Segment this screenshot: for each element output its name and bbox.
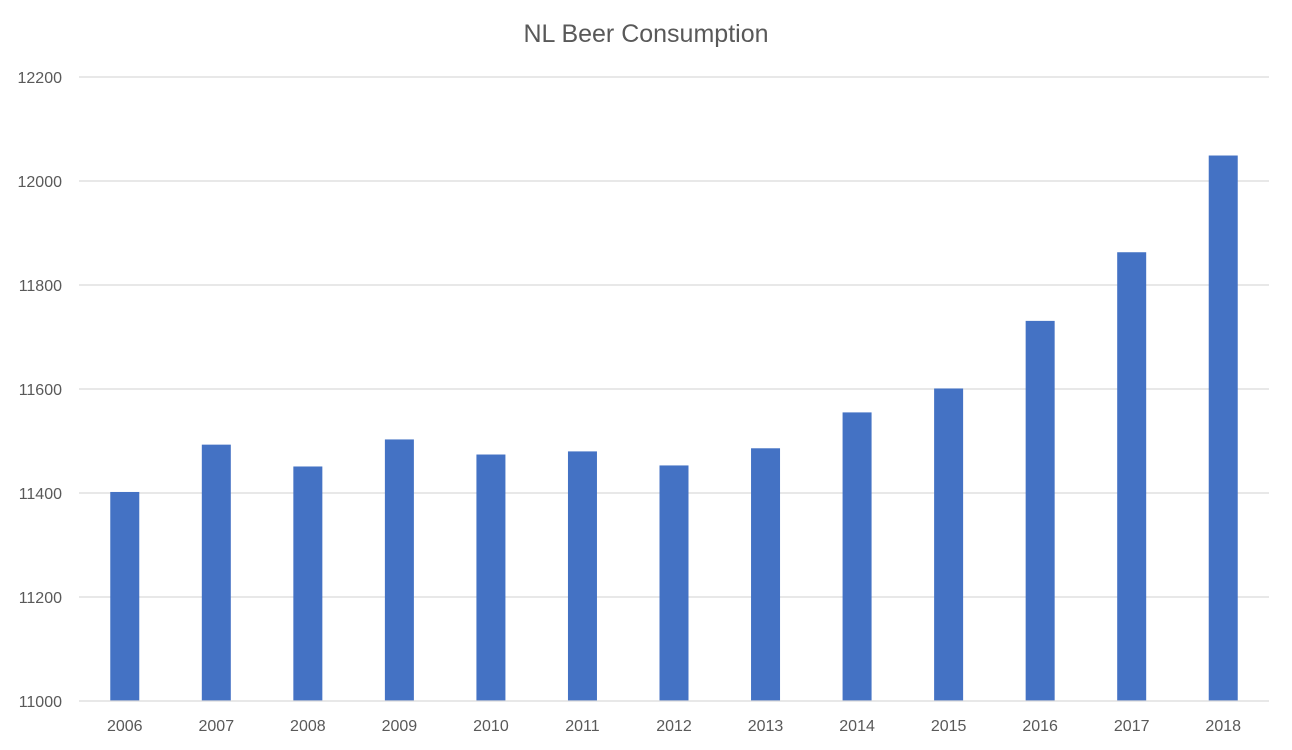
x-tick-label: 2012 — [656, 718, 692, 735]
x-tick-label: 2006 — [107, 718, 143, 735]
bars — [110, 155, 1238, 702]
x-tick-label: 2009 — [382, 718, 418, 735]
x-tick-label: 2011 — [565, 718, 600, 735]
bar-2012 — [659, 465, 689, 701]
x-tick-label: 2007 — [199, 718, 235, 735]
y-tick-label: 12200 — [18, 70, 63, 87]
x-tick-label: 2013 — [748, 718, 784, 735]
bar-2015 — [934, 388, 964, 701]
y-axis-ticks: 11000 11200 11400 11600 11800 12000 12200 — [18, 70, 63, 711]
x-tick-label: 2016 — [1022, 718, 1058, 735]
y-tick-label: 11200 — [19, 590, 62, 607]
x-tick-label: 2010 — [473, 718, 509, 735]
y-tick-label: 11000 — [19, 694, 62, 711]
x-tick-label: 2014 — [839, 718, 875, 735]
chart-title: NL Beer Consumption — [523, 20, 768, 48]
y-tick-label: 11400 — [19, 486, 62, 503]
x-tick-label: 2015 — [931, 718, 967, 735]
y-tick-label: 11800 — [19, 278, 62, 295]
bar-2011 — [567, 451, 597, 701]
y-tick-label: 12000 — [18, 174, 63, 191]
y-tick-label: 11600 — [19, 382, 62, 399]
x-axis-ticks: 2006 2007 2008 2009 2010 2011 2012 2013 2014 2015… — [107, 718, 1241, 735]
bar-2010 — [476, 454, 506, 701]
bar-2014 — [842, 412, 872, 701]
bar-2009 — [384, 439, 414, 701]
bar-2018 — [1208, 155, 1238, 701]
bar-2006 — [110, 491, 140, 701]
bar-2013 — [751, 448, 781, 701]
x-tick-label: 2017 — [1114, 718, 1150, 735]
bar-2016 — [1025, 320, 1055, 701]
bar-2017 — [1117, 252, 1147, 702]
x-tick-label: 2008 — [290, 718, 326, 735]
bar-2008 — [293, 466, 323, 701]
bar-2007 — [201, 444, 231, 701]
gridlines — [79, 76, 1269, 598]
x-tick-label: 2018 — [1205, 718, 1241, 735]
